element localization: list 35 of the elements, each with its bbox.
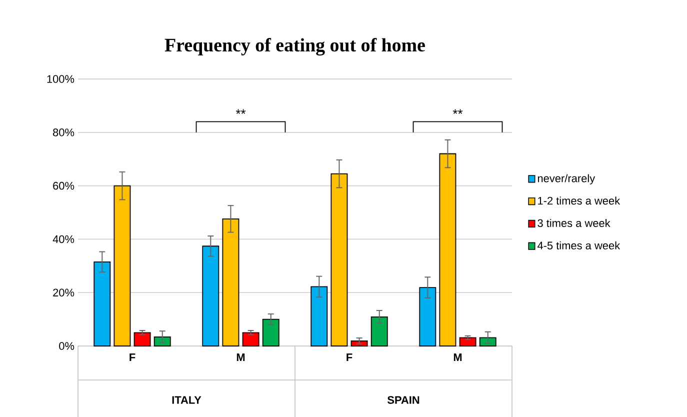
bar bbox=[222, 218, 240, 346]
bar bbox=[419, 286, 436, 346]
annotation: ** bbox=[236, 109, 246, 114]
y-tick-label: 0% bbox=[59, 342, 74, 350]
y-tick-label: 60% bbox=[53, 182, 74, 190]
x-tick-label: M bbox=[236, 353, 245, 361]
bar bbox=[370, 316, 388, 346]
bar bbox=[310, 286, 328, 346]
bar bbox=[94, 261, 111, 346]
bar bbox=[242, 332, 260, 346]
annotation: ** bbox=[452, 109, 463, 114]
legend-label: 1-2 times a week bbox=[538, 196, 620, 204]
bar bbox=[262, 318, 280, 346]
bar bbox=[154, 336, 171, 346]
bar bbox=[459, 337, 476, 346]
chart-title: Frequency of eating out of home bbox=[164, 38, 425, 56]
y-tick-label: 20% bbox=[53, 288, 74, 296]
y-tick-label: 80% bbox=[53, 128, 74, 136]
x-tick-label: F bbox=[130, 353, 136, 361]
legend-label: never/rarely bbox=[538, 174, 596, 184]
text: SPAIN bbox=[387, 396, 420, 404]
bar bbox=[350, 340, 368, 346]
x-tick-label: M bbox=[454, 353, 462, 361]
y-tick-label: 100% bbox=[47, 74, 74, 83]
bar bbox=[479, 337, 496, 346]
text: ITALY bbox=[172, 396, 202, 404]
bar bbox=[330, 173, 348, 346]
x-tick-label: F bbox=[346, 353, 352, 361]
legend-label: 4-5 times a week bbox=[537, 241, 620, 250]
bar bbox=[134, 332, 151, 346]
legend-label: 3 times a week bbox=[538, 218, 610, 227]
bar bbox=[202, 246, 220, 346]
bar bbox=[439, 153, 456, 346]
bar bbox=[114, 185, 131, 346]
y-tick-label: 40% bbox=[52, 235, 74, 243]
